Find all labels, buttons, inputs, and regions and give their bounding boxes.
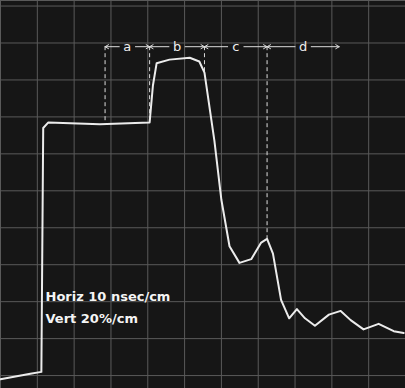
svg-text:d: d [299, 39, 307, 54]
svg-text:Vert 20%/cm: Vert 20%/cm [46, 311, 138, 326]
svg-text:a: a [123, 39, 131, 54]
svg-text:Horiz 10 nsec/cm: Horiz 10 nsec/cm [46, 289, 171, 304]
svg-text:c: c [232, 39, 239, 54]
svg-text:b: b [173, 39, 181, 54]
